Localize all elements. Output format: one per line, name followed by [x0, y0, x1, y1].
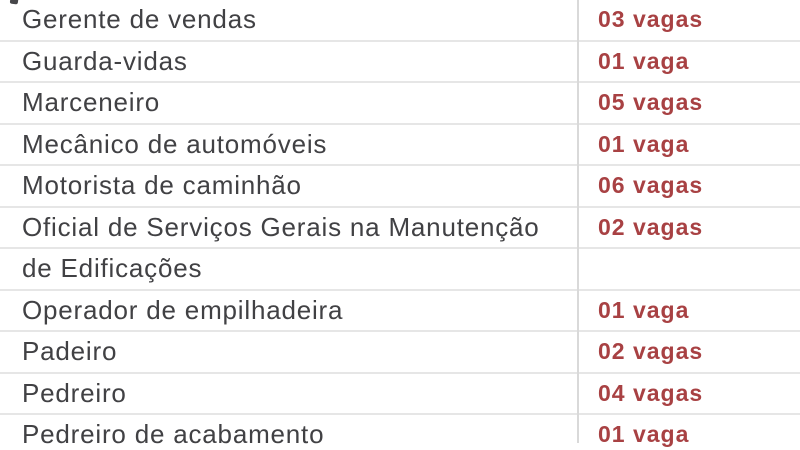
vacancy-row: Motorista de caminhão 06 vagas	[0, 166, 800, 208]
vacancy-row: Guarda-vidas 01 vaga	[0, 42, 800, 83]
vacancy-count-label: 04 vagas	[598, 379, 704, 406]
vacancy-count-label: 02 vagas	[598, 338, 704, 365]
vacancy-count-label: 03 vagas	[598, 6, 704, 33]
job-title-label: Operador de empilhadeira	[22, 294, 344, 325]
vacancy-row: Oficial de Serviços Gerais na Manutenção…	[0, 208, 800, 249]
column-divider-line	[577, 0, 579, 443]
vacancy-row: de Edificações	[0, 249, 800, 291]
vacancy-row: Gerente de vendas 03 vagas	[0, 0, 800, 42]
vacancy-count-label: 05 vagas	[598, 89, 704, 116]
vacancy-row: Pedreiro de acabamento 01 vaga	[0, 415, 800, 450]
vacancy-row: Mecânico de automóveis 01 vaga	[0, 125, 800, 166]
vacancy-row: Pedreiro 04 vagas	[0, 374, 800, 415]
job-title-label: de Edificações	[22, 253, 203, 284]
job-title-label: Padeiro	[22, 336, 118, 367]
vacancy-count-label: 01 vaga	[598, 47, 690, 74]
job-title-label: Marceneiro	[22, 87, 161, 118]
vacancy-count-label: 02 vagas	[598, 213, 704, 240]
job-title-label: Pedreiro de acabamento	[22, 419, 325, 450]
vacancy-row: Operador de empilhadeira 01 vaga	[0, 291, 800, 332]
vacancy-row: Padeiro 02 vagas	[0, 332, 800, 374]
vacancy-count-label: 01 vaga	[598, 421, 690, 448]
job-title-label: Pedreiro	[22, 377, 127, 408]
vacancy-count-label: 01 vaga	[598, 296, 690, 323]
vacancy-row: Marceneiro 05 vagas	[0, 83, 800, 125]
vacancy-count-label: 06 vagas	[598, 172, 704, 199]
job-title-label: Motorista de caminhão	[22, 170, 302, 201]
job-title-label: Guarda-vidas	[22, 45, 188, 76]
vacancy-count-label: 01 vaga	[598, 130, 690, 157]
job-title-label: Mecânico de automóveis	[22, 128, 328, 159]
job-title-label: Gerente de vendas	[22, 4, 257, 35]
job-title-label: Oficial de Serviços Gerais na Manutenção	[22, 211, 540, 242]
